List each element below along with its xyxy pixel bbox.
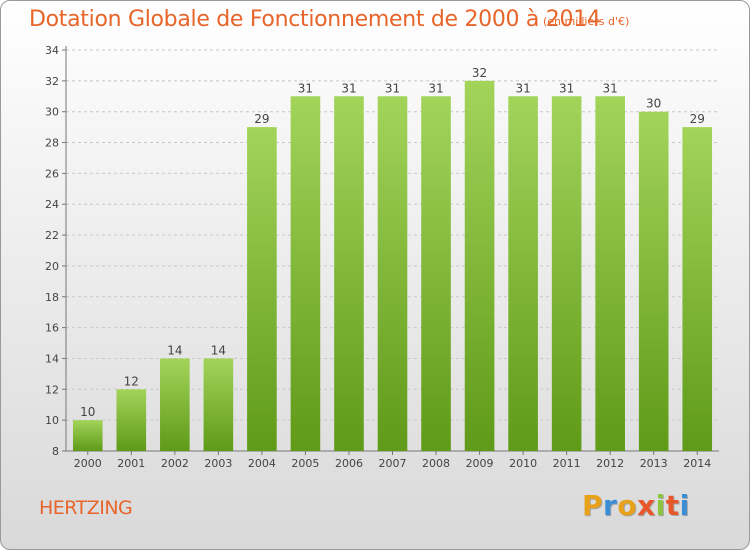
value-label: 14 <box>167 343 182 357</box>
bar-2010[interactable] <box>508 96 538 452</box>
value-label: 29 <box>254 112 269 126</box>
bar-2013[interactable] <box>638 111 669 451</box>
y-tick-label: 10 <box>45 414 59 427</box>
value-label: 31 <box>385 81 400 95</box>
logo-letter: o <box>617 489 638 522</box>
value-label: 30 <box>646 97 661 111</box>
bar-2014[interactable] <box>682 127 713 451</box>
value-label: 31 <box>559 81 574 95</box>
bar-2007[interactable] <box>377 96 408 452</box>
value-label: 32 <box>472 66 487 80</box>
y-tick-label: 20 <box>45 260 59 273</box>
y-tick-label: 14 <box>45 352 59 365</box>
data-labels: 10 12 14 14 29 31 31 31 31 32 31 31 31 30 29 <box>80 66 705 419</box>
x-tick-label: 2011 <box>553 457 581 470</box>
y-tick-label: 24 <box>45 198 59 211</box>
value-label: 31 <box>341 81 356 95</box>
y-tick-label: 30 <box>45 106 59 119</box>
x-tick-label: 2014 <box>683 457 711 470</box>
y-tick-label: 32 <box>45 75 59 88</box>
y-tick-label: 28 <box>45 137 59 150</box>
value-label: 31 <box>298 81 313 95</box>
value-label: 31 <box>603 81 618 95</box>
logo-letter: r <box>603 489 618 522</box>
x-tick-label: 2013 <box>640 457 668 470</box>
value-label: 29 <box>690 112 705 126</box>
value-label: 31 <box>515 81 530 95</box>
x-tick-label: 2007 <box>379 457 407 470</box>
x-tick-label: 2003 <box>204 457 232 470</box>
x-tick-label: 2010 <box>509 457 537 470</box>
logo-letter: P <box>582 489 604 522</box>
y-tick-label: 26 <box>45 167 59 180</box>
logo-letter: i <box>679 489 690 522</box>
x-tick-label: 2002 <box>161 457 189 470</box>
y-tick-label: 16 <box>45 322 59 335</box>
y-tick-label: 8 <box>52 445 59 458</box>
bars <box>72 80 713 452</box>
x-tick-label: 2005 <box>291 457 319 470</box>
x-tick-label: 2000 <box>74 457 102 470</box>
bar-2002[interactable] <box>160 358 190 451</box>
bar-2011[interactable] <box>551 96 582 452</box>
y-tick-label: 18 <box>45 291 59 304</box>
bar-2008[interactable] <box>421 96 451 452</box>
x-tick-label: 2004 <box>248 457 276 470</box>
x-tick-label: 2012 <box>596 457 624 470</box>
bar-2001[interactable] <box>116 389 147 451</box>
x-tick-label: 2008 <box>422 457 450 470</box>
bar-2003[interactable] <box>203 358 234 451</box>
value-label: 10 <box>80 405 95 419</box>
x-tick-label: 2001 <box>117 457 145 470</box>
chart-unit: (en milliers d'€) <box>543 15 630 28</box>
x-tick-label: 2006 <box>335 457 363 470</box>
y-tick-label: 22 <box>45 229 59 242</box>
bar-2009[interactable] <box>464 80 495 451</box>
logo-letter: t <box>665 489 680 522</box>
bar-2000[interactable] <box>72 420 103 451</box>
proxiti-logo[interactable]: Proxiti <box>582 489 690 522</box>
bar-2005[interactable] <box>290 96 321 452</box>
bar-2004[interactable] <box>247 127 277 451</box>
bar-2012[interactable] <box>595 96 625 452</box>
bar-2006[interactable] <box>334 96 364 452</box>
chart-title: Dotation Globale de Fonctionnement de 20… <box>29 7 601 32</box>
logo-letter: i <box>655 489 666 522</box>
value-label: 31 <box>428 81 443 95</box>
logo-letter: x <box>637 489 656 522</box>
axes: 8 10 12 14 16 18 20 22 24 26 28 30 32 34 2000 2001 2002 2… <box>45 44 719 470</box>
x-tick-label: 2009 <box>466 457 494 470</box>
value-label: 12 <box>124 374 139 388</box>
y-tick-label: 34 <box>45 44 59 57</box>
commune-name: HERTZING <box>39 497 133 519</box>
y-tick-label: 12 <box>45 383 59 396</box>
value-label: 14 <box>211 343 226 357</box>
